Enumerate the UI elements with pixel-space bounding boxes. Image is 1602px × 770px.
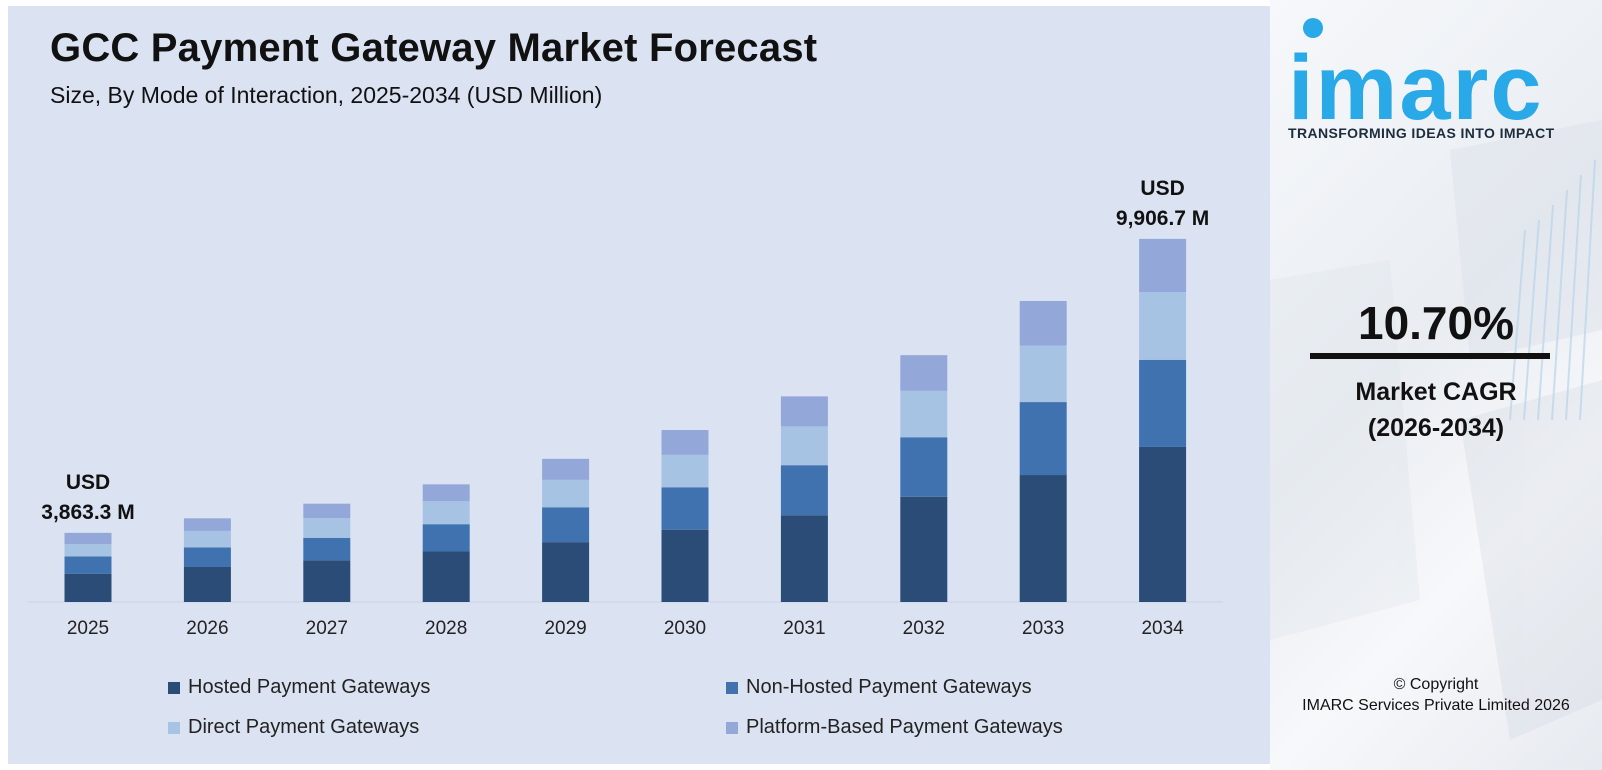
bar-segment-2033-series-2 bbox=[1019, 402, 1067, 476]
bar-segment-2027-series-1 bbox=[303, 560, 351, 602]
value-annotation-2034-amount: 9,906.7 M bbox=[1116, 207, 1209, 230]
legend-label: Platform-Based Payment Gateways bbox=[746, 716, 1063, 738]
bar-segment-2031-series-2 bbox=[780, 465, 828, 516]
bar-segment-2034-series-4 bbox=[1139, 238, 1187, 293]
chart-title: GCC Payment Gateway Market Forecast bbox=[50, 26, 818, 70]
bar-segment-2030-series-2 bbox=[661, 487, 709, 530]
legend-item-3: Direct Payment Gateways bbox=[168, 716, 419, 739]
x-tick-label-2025: 2025 bbox=[67, 618, 109, 639]
bar-segment-2032-series-1 bbox=[900, 496, 948, 602]
value-annotation-2025-amount: 3,863.3 M bbox=[41, 501, 134, 524]
copyright-line-2: IMARC Services Private Limited 2026 bbox=[1302, 697, 1570, 714]
x-tick-label-2032: 2032 bbox=[903, 618, 945, 639]
legend-label: Hosted Payment Gateways bbox=[188, 676, 431, 698]
bar-segment-2028-series-1 bbox=[422, 551, 470, 602]
x-tick-label-2034: 2034 bbox=[1141, 618, 1184, 639]
cagr-label: Market CAGR (2026-2034) bbox=[1270, 374, 1602, 446]
cagr-label-line-2: (2026-2034) bbox=[1367, 414, 1505, 442]
bar-segment-2028-series-4 bbox=[422, 484, 470, 502]
bar-segment-2033-series-3 bbox=[1019, 345, 1067, 403]
copyright-line-1: © Copyright bbox=[1393, 676, 1479, 693]
bar-segment-2025-series-2 bbox=[64, 556, 112, 574]
bar-segment-2030-series-1 bbox=[661, 529, 709, 602]
bar-segment-2029-series-1 bbox=[542, 542, 590, 602]
bar-segment-2026-series-2 bbox=[183, 547, 231, 567]
background-decoration bbox=[1270, 120, 1602, 740]
bar-segment-2028-series-2 bbox=[422, 524, 470, 552]
bar-segment-2027-series-2 bbox=[303, 537, 351, 561]
bar-segment-2027-series-3 bbox=[303, 517, 351, 538]
bar-segment-2030-series-3 bbox=[661, 454, 709, 488]
x-tick-label-2030: 2030 bbox=[664, 618, 706, 639]
value-annotation-2025-currency: USD bbox=[66, 471, 110, 494]
bar-segment-2033-series-4 bbox=[1019, 300, 1067, 346]
legend-swatch bbox=[726, 681, 738, 694]
x-tick-label-2028: 2028 bbox=[425, 618, 467, 639]
bar-segment-2033-series-1 bbox=[1019, 475, 1067, 602]
x-tick-label-2027: 2027 bbox=[306, 618, 348, 639]
logo-dot-icon bbox=[1303, 18, 1323, 38]
bar-segment-2026-series-1 bbox=[183, 566, 231, 602]
bar-segment-2025-series-4 bbox=[64, 532, 112, 545]
bar-segment-2029-series-2 bbox=[542, 507, 590, 543]
bar-segment-2031-series-4 bbox=[780, 396, 828, 427]
x-tick-label-2033: 2033 bbox=[1022, 618, 1064, 639]
bar-segment-2031-series-1 bbox=[780, 515, 828, 602]
bar-segment-2034-series-3 bbox=[1139, 292, 1187, 360]
legend-item-4: Platform-Based Payment Gateways bbox=[726, 716, 1063, 739]
bar-segment-2031-series-3 bbox=[780, 426, 828, 466]
bar-segment-2032-series-4 bbox=[900, 355, 948, 391]
legend-swatch bbox=[726, 721, 738, 734]
cagr-label-line-1: Market CAGR bbox=[1355, 378, 1517, 406]
bar-segment-2032-series-2 bbox=[900, 437, 948, 497]
bar-segment-2029-series-4 bbox=[542, 458, 590, 480]
stacked-bar-chart: 2025 2026 2027 2028 2029 2030 2031 2032 2033 2034… bbox=[28, 177, 1223, 639]
bar-segment-2028-series-3 bbox=[422, 501, 470, 525]
legend-label: Non-Hosted Payment Gateways bbox=[746, 676, 1032, 698]
side-panel: imarc TRANSFORMING IDEAS INTO IMPACT 10.… bbox=[1270, 0, 1602, 770]
bar-segment-2026-series-4 bbox=[183, 518, 231, 531]
x-tick-label-2029: 2029 bbox=[544, 618, 586, 639]
bar-segment-2025-series-1 bbox=[64, 573, 112, 602]
legend-item-2: Non-Hosted Payment Gateways bbox=[726, 676, 1032, 699]
bar-segment-2034-series-1 bbox=[1139, 446, 1187, 602]
cagr-divider bbox=[1310, 353, 1550, 359]
chart-legend: Hosted Payment Gateways Non-Hosted Paymen… bbox=[8, 674, 1270, 764]
x-tick-label-2026: 2026 bbox=[186, 618, 228, 639]
bar-segment-2025-series-3 bbox=[64, 544, 112, 557]
legend-swatch bbox=[168, 681, 180, 694]
bar-segment-2032-series-3 bbox=[900, 390, 948, 438]
bar-segment-2027-series-4 bbox=[303, 503, 351, 518]
bar-segment-2026-series-3 bbox=[183, 530, 231, 548]
legend-label: Direct Payment Gateways bbox=[188, 716, 420, 738]
imarc-logo: imarc bbox=[1288, 37, 1544, 139]
x-tick-label-2031: 2031 bbox=[783, 618, 825, 639]
bar-segment-2029-series-3 bbox=[542, 479, 590, 508]
bar-segment-2030-series-4 bbox=[661, 430, 709, 455]
bar-segment-2034-series-2 bbox=[1139, 359, 1187, 447]
legend-swatch bbox=[168, 721, 180, 734]
chart-subtitle: Size, By Mode of Interaction, 2025-2034 … bbox=[50, 82, 603, 108]
chart-panel: 2025 2026 2027 2028 2029 2030 2031 2032 2033 2034… bbox=[8, 6, 1270, 764]
cagr-value: 10.70% bbox=[1357, 297, 1514, 349]
value-annotation-2034-currency: USD bbox=[1140, 177, 1184, 200]
logo-tagline: TRANSFORMING IDEAS INTO IMPACT bbox=[1288, 125, 1555, 141]
legend-item-1: Hosted Payment Gateways bbox=[168, 676, 430, 699]
